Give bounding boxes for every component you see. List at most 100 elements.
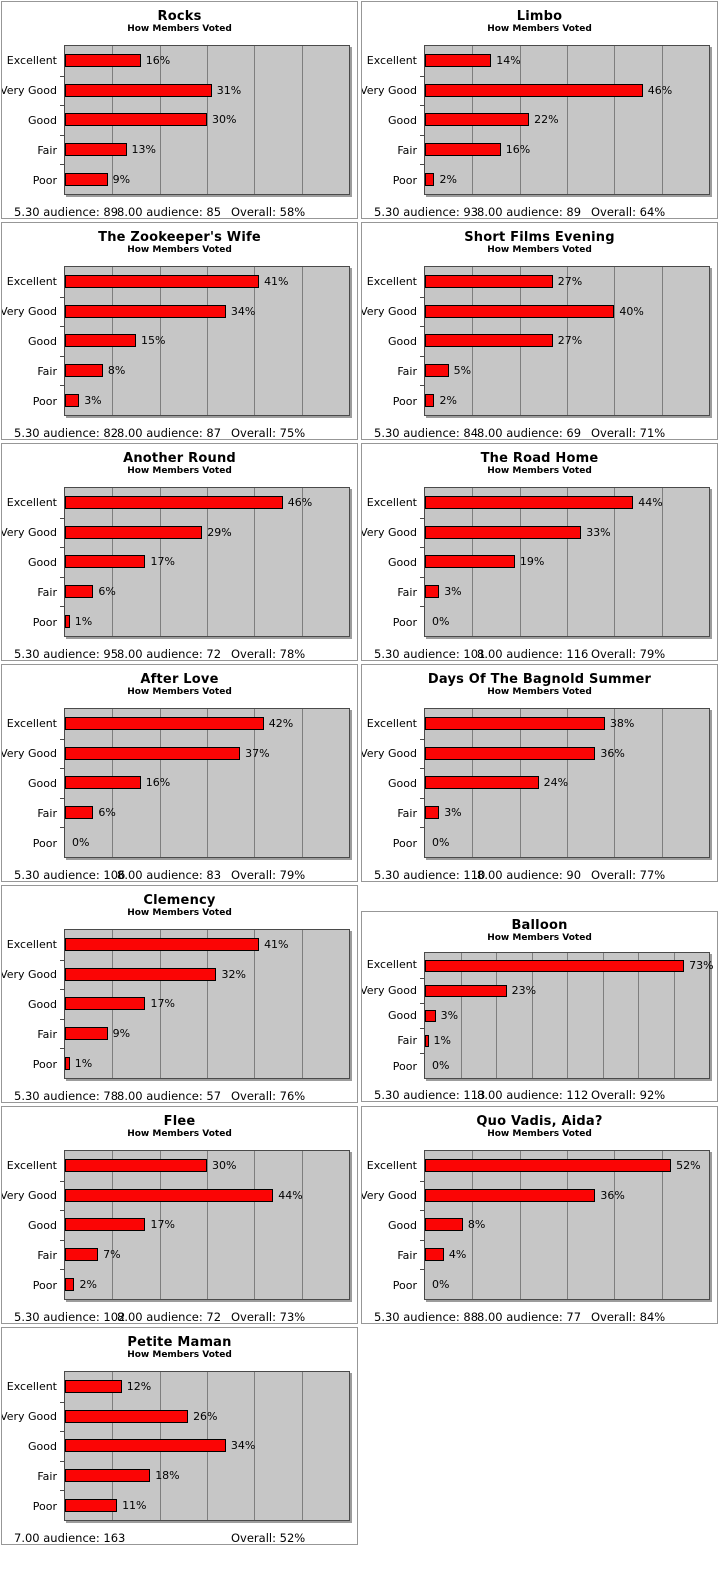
bar — [425, 364, 449, 378]
footer-audience-1: 5.30 audience: 82 — [14, 426, 119, 440]
chart-footer: 5.30 audience: 101 8.00 audience: 116 Ov… — [374, 647, 717, 660]
axis-tick — [60, 768, 64, 770]
bar-row: 3% — [425, 1003, 709, 1028]
bar-row: 9% — [65, 1019, 349, 1049]
bar-row: 7% — [65, 1240, 349, 1270]
axis-tick — [60, 355, 64, 357]
grid-line — [614, 1151, 616, 1299]
bar-chart: Excellent Very Good Good Fair Poor 41% 34% 15%… — [2, 266, 350, 416]
axis-tick — [420, 1210, 424, 1212]
grid-line — [472, 1151, 474, 1299]
category-labels: Excellent Very Good Good Fair Poor — [2, 708, 64, 858]
bar — [425, 334, 553, 348]
bar-value-label: 16% — [145, 54, 171, 68]
bar-row: 44% — [65, 1181, 349, 1211]
footer-audience-1: 5.30 audience: 78 — [14, 1089, 119, 1103]
plot-area: 14% 46% 22% 16% 2% — [420, 45, 710, 195]
axis-tick — [60, 989, 64, 991]
axis-tick — [420, 1269, 424, 1271]
category-label: Excellent — [366, 958, 417, 972]
footer-audience-2: 8.00 audience: 72 — [117, 1310, 222, 1324]
bar-row: 30% — [65, 105, 349, 135]
category-label: Fair — [37, 1248, 57, 1262]
bar-row: 17% — [65, 989, 349, 1019]
bar-rows: 46% 29% 17% 6% 1% — [65, 488, 349, 636]
grid-line — [567, 953, 568, 1078]
bar-chart: Excellent Very Good Good Fair Poor 41% 32% 17%… — [2, 929, 350, 1079]
grid-line — [531, 953, 533, 1078]
axis-tick — [420, 827, 424, 829]
bar-value-label: 24% — [543, 776, 569, 790]
bar-chart: Excellent Very Good Good Fair Poor 46% 29% 17%… — [2, 487, 350, 637]
grid-line — [207, 46, 208, 194]
bar — [65, 967, 217, 981]
bar — [65, 1469, 151, 1483]
chart-panel: Another Round How Members Voted Excellen… — [1, 443, 358, 661]
chart-panel: After Love How Members Voted Excellent Ve… — [1, 664, 358, 882]
bar-row: 15% — [65, 326, 349, 356]
bar — [425, 113, 530, 127]
bar-value-label: 34% — [230, 1439, 256, 1453]
bar — [425, 83, 643, 97]
bar-value-label: 41% — [264, 275, 289, 289]
bar-value-label: 15% — [141, 334, 166, 348]
bar — [65, 334, 136, 348]
bar — [425, 393, 435, 407]
chart-subtitle: How Members Voted — [127, 466, 232, 476]
chart-panel: Rocks How Members Voted Excellent Very Go… — [1, 1, 358, 219]
footer-audience-1: 5.30 audience: 89 — [14, 205, 119, 219]
bar — [425, 1009, 436, 1022]
bar-value-label: 19% — [519, 555, 545, 569]
axis-tick — [60, 1490, 64, 1492]
bar-chart: Excellent Very Good Good Fair Poor 73% 23% 3% 1… — [362, 952, 714, 1079]
chart-panel: Balloon How Members Voted Excellent Very … — [361, 911, 718, 1102]
grid-line — [254, 1372, 256, 1520]
chart-footer: 5.30 audience: 113 8.00 audience: 112 Ov… — [374, 1088, 717, 1101]
axis-tick — [60, 385, 64, 387]
bar-value-label: 8% — [107, 364, 126, 378]
axis-tick — [60, 134, 64, 136]
bar — [425, 143, 501, 157]
bar-row: 4% — [425, 1240, 709, 1270]
bar — [425, 496, 634, 510]
grid-line — [567, 267, 568, 415]
axis-tick — [60, 1210, 64, 1212]
chart-subtitle: How Members Voted — [487, 245, 592, 255]
footer-audience-1: 5.30 audience: 106 — [14, 868, 126, 882]
charts-grid: Rocks How Members Voted Excellent Very Go… — [1, 1, 718, 1545]
footer-audience-2: 8.00 audience: 83 — [117, 868, 222, 882]
bar-row: 23% — [425, 978, 709, 1003]
grid-line — [301, 488, 303, 636]
bar-value-label: 52% — [676, 1159, 701, 1173]
grid-line — [159, 930, 161, 1078]
axis-tick — [60, 547, 64, 549]
chart-footer: 5.30 audience: 84 8.00 audience: 69 Over… — [374, 426, 717, 440]
bar — [65, 938, 260, 952]
category-label: Very Good — [361, 83, 417, 97]
bar-rows: 27% 40% 27% 5% 2% — [425, 267, 709, 415]
grid-line — [519, 488, 521, 636]
bar — [65, 1248, 99, 1262]
bar-value-label: 23% — [511, 984, 537, 997]
category-label: Good — [388, 1009, 417, 1023]
category-label: Very Good — [1, 525, 57, 539]
category-label: Excellent — [366, 274, 417, 288]
bar-row: 11% — [65, 1490, 349, 1520]
category-label: Poor — [392, 1059, 417, 1073]
chart-subtitle: How Members Voted — [487, 687, 592, 697]
bar — [65, 1380, 122, 1394]
category-label: Poor — [32, 1057, 57, 1071]
bar-value-label: 2% — [79, 1277, 97, 1291]
footer-overall: Overall: 58% — [231, 205, 306, 219]
bar-value-label: 5% — [453, 364, 472, 378]
footer-overall: Overall: 71% — [591, 426, 666, 440]
footer-overall: Overall: 52% — [231, 1531, 306, 1545]
grid-line — [254, 930, 256, 1078]
category-label: Poor — [32, 615, 57, 629]
grid-line — [661, 46, 663, 194]
category-label: Very Good — [1, 967, 57, 981]
bar-rows: 14% 46% 22% 16% 2% — [425, 46, 709, 194]
bar-value-label: 30% — [212, 1159, 237, 1173]
category-label: Excellent — [366, 53, 417, 67]
bar-value-label: 46% — [647, 83, 673, 97]
